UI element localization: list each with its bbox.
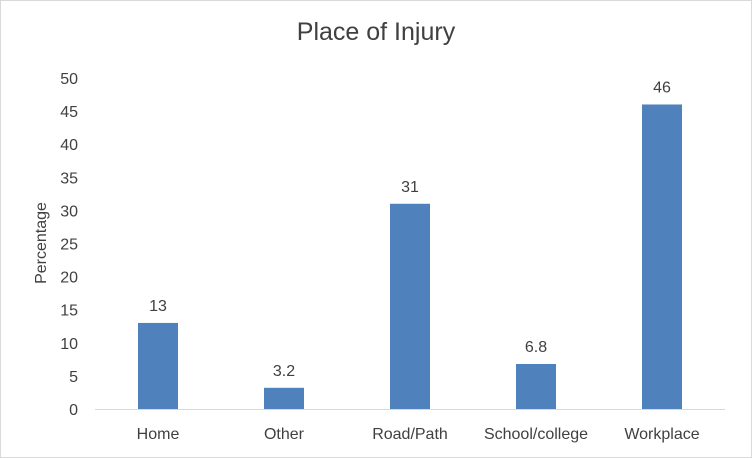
y-tick-label: 35 — [60, 170, 78, 187]
x-tick-label: Workplace — [624, 426, 699, 443]
data-label: 31 — [401, 179, 419, 196]
chart-title: Place of Injury — [296, 18, 456, 46]
y-tick-label: 5 — [69, 369, 78, 386]
bar — [642, 104, 682, 409]
y-tick-label: 50 — [60, 71, 78, 88]
y-tick-label: 30 — [60, 203, 78, 220]
x-tick-label: School/college — [484, 426, 588, 443]
y-tick-label: 40 — [60, 137, 78, 154]
y-tick-label: 45 — [60, 104, 78, 121]
bar — [390, 203, 430, 409]
y-tick-label: 10 — [60, 336, 78, 353]
data-label: 6.8 — [525, 339, 547, 356]
y-tick-label: 15 — [60, 303, 78, 320]
x-tick-label: Home — [137, 426, 180, 443]
data-label: 3.2 — [273, 363, 295, 380]
bar — [516, 363, 556, 409]
y-tick-label: 0 — [69, 402, 78, 419]
y-tick-label: 20 — [60, 270, 78, 287]
y-tick-label: 25 — [60, 237, 78, 254]
data-label: 13 — [149, 298, 167, 315]
bar — [138, 322, 178, 409]
x-tick-label: Other — [264, 426, 305, 443]
bar — [264, 387, 304, 409]
y-axis-label: Percentage — [33, 202, 50, 284]
data-label: 46 — [653, 79, 671, 96]
x-tick-label: Road/Path — [372, 426, 448, 443]
